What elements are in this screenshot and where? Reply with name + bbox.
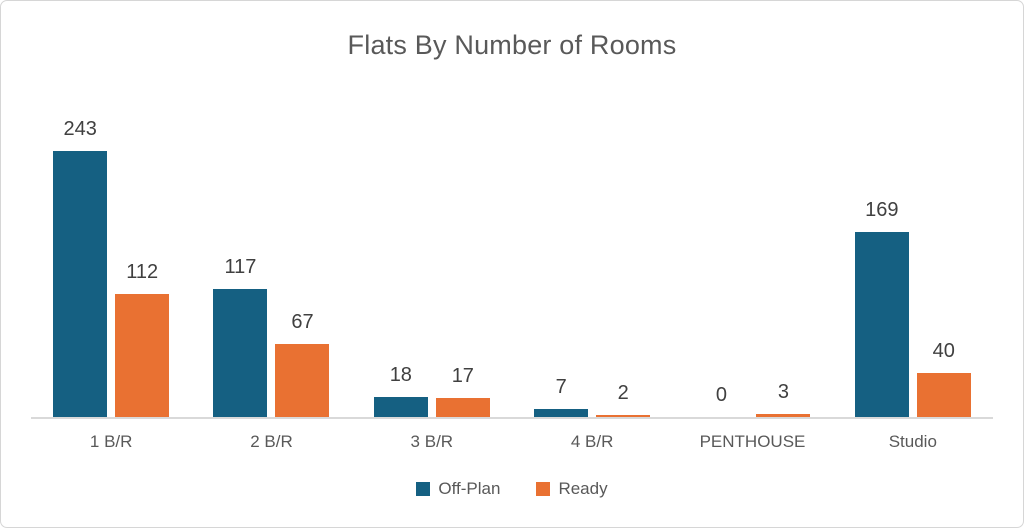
bar-column-off-plan: 169 (854, 199, 909, 417)
bar-column-off-plan: 7 (534, 376, 589, 417)
plot-area: 243 112 117 67 18 17 7 2 0 3 169 40 (31, 89, 993, 419)
category-axis: 1 B/R 2 B/R 3 B/R 4 B/R PENTHOUSE Studio (31, 419, 993, 452)
data-label: 117 (224, 256, 257, 278)
bar (373, 397, 428, 417)
chart-title: Flats By Number of Rooms (347, 29, 677, 60)
bar-column-ready: 3 (756, 381, 811, 417)
bar-group: 169 40 (833, 89, 993, 417)
bar (213, 289, 268, 417)
data-label: 243 (63, 118, 97, 140)
chart-legend: Off-Plan Ready (1, 479, 1023, 499)
bar-group: 117 67 (191, 89, 351, 417)
data-label: 7 (555, 376, 567, 398)
bar (53, 151, 108, 417)
data-label: 67 (291, 311, 314, 333)
bar (275, 344, 330, 417)
data-label: 40 (932, 340, 955, 362)
data-label: 3 (777, 381, 790, 403)
legend-swatch-icon (536, 482, 551, 496)
bar-column-ready: 40 (916, 340, 971, 417)
data-label: 18 (389, 364, 412, 386)
bar-column-off-plan: 18 (373, 364, 428, 417)
category-label: 1 B/R (89, 432, 133, 451)
category-label: Studio (888, 432, 937, 451)
category-label: PENTHOUSE (699, 432, 806, 451)
bar-column-off-plan: 117 (213, 256, 268, 417)
bar (854, 232, 909, 417)
bar (534, 409, 589, 417)
legend-swatch-icon (416, 482, 431, 496)
bar-group: 18 17 (352, 89, 512, 417)
category-label: 3 B/R (410, 432, 454, 451)
category-label: 4 B/R (570, 432, 614, 451)
data-label: 17 (451, 365, 474, 387)
data-label: 0 (715, 384, 728, 406)
data-label: 2 (617, 382, 629, 404)
legend-label: Ready (558, 479, 608, 498)
bar (435, 398, 490, 417)
legend-item-ready: Ready (536, 479, 608, 499)
data-label: 169 (865, 199, 899, 221)
bar (115, 294, 170, 417)
bar-column-off-plan: 243 (53, 118, 108, 417)
bar (916, 373, 971, 417)
legend-label: Off-Plan (438, 479, 501, 498)
chart-title-row: Flats By Number of Rooms (1, 1, 1023, 89)
legend-item-off-plan: Off-Plan (416, 479, 500, 499)
bar-column-off-plan: 0 (694, 385, 748, 417)
bar-column-ready: 17 (435, 365, 490, 417)
bar-column-ready: 67 (275, 311, 330, 417)
bar (756, 414, 811, 417)
bar-group: 243 112 (31, 89, 191, 417)
bar-column-ready: 112 (115, 261, 170, 417)
data-label: 112 (126, 261, 159, 283)
bar (596, 415, 651, 417)
category-label: 2 B/R (250, 432, 293, 451)
bar-column-ready: 2 (596, 382, 651, 417)
